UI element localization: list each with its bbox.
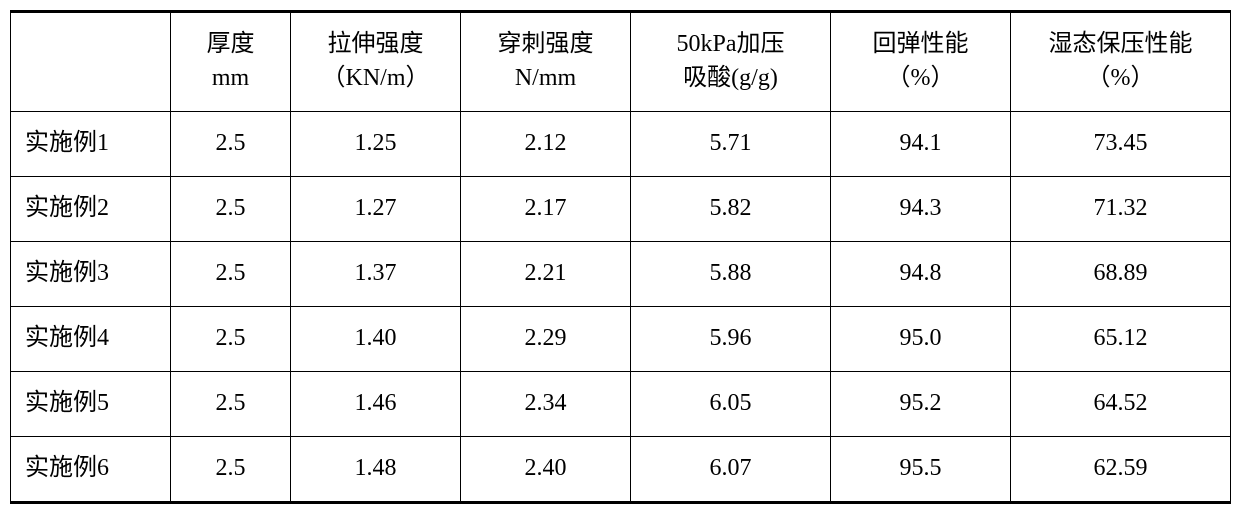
header-line1: 湿态保压性能 <box>1015 28 1226 62</box>
row-label: 实施例5 <box>11 372 171 437</box>
header-line1: 厚度 <box>175 28 286 62</box>
cell: 1.46 <box>291 372 461 437</box>
table-body: 实施例1 2.5 1.25 2.12 5.71 94.1 73.45 实施例2 … <box>11 112 1231 503</box>
cell: 2.5 <box>171 112 291 177</box>
cell: 95.5 <box>831 437 1011 503</box>
header-line1: 穿刺强度 <box>465 28 626 62</box>
header-line1: 回弹性能 <box>835 28 1006 62</box>
cell: 2.5 <box>171 177 291 242</box>
header-cell-rebound: 回弹性能 （%） <box>831 12 1011 112</box>
cell: 2.29 <box>461 307 631 372</box>
cell: 1.37 <box>291 242 461 307</box>
row-label: 实施例2 <box>11 177 171 242</box>
table-row: 实施例3 2.5 1.37 2.21 5.88 94.8 68.89 <box>11 242 1231 307</box>
cell: 1.27 <box>291 177 461 242</box>
header-cell-wet: 湿态保压性能 （%） <box>1011 12 1231 112</box>
header-line1: 50kPa加压 <box>635 28 826 62</box>
row-label: 实施例4 <box>11 307 171 372</box>
cell: 1.48 <box>291 437 461 503</box>
cell: 6.05 <box>631 372 831 437</box>
cell: 5.96 <box>631 307 831 372</box>
header-cell-puncture: 穿刺强度 N/mm <box>461 12 631 112</box>
header-line2: 吸酸(g/g) <box>635 62 826 96</box>
header-line2: （%） <box>835 62 1006 96</box>
header-line2: （KN/m） <box>295 62 456 96</box>
cell: 2.5 <box>171 437 291 503</box>
table-row: 实施例6 2.5 1.48 2.40 6.07 95.5 62.59 <box>11 437 1231 503</box>
row-label: 实施例6 <box>11 437 171 503</box>
header-line2: （%） <box>1015 62 1226 96</box>
cell: 95.2 <box>831 372 1011 437</box>
cell: 2.21 <box>461 242 631 307</box>
cell: 2.5 <box>171 307 291 372</box>
cell: 1.25 <box>291 112 461 177</box>
header-line2: mm <box>175 62 286 96</box>
header-row: 厚度 mm 拉伸强度 （KN/m） 穿刺强度 N/mm 50kPa加压 吸酸(g… <box>11 12 1231 112</box>
header-line1: 拉伸强度 <box>295 28 456 62</box>
cell: 5.88 <box>631 242 831 307</box>
header-cell-acid: 50kPa加压 吸酸(g/g) <box>631 12 831 112</box>
table-header: 厚度 mm 拉伸强度 （KN/m） 穿刺强度 N/mm 50kPa加压 吸酸(g… <box>11 12 1231 112</box>
cell: 2.17 <box>461 177 631 242</box>
header-line2: N/mm <box>465 62 626 96</box>
cell: 5.82 <box>631 177 831 242</box>
cell: 94.8 <box>831 242 1011 307</box>
cell: 2.40 <box>461 437 631 503</box>
row-label: 实施例3 <box>11 242 171 307</box>
table-row: 实施例4 2.5 1.40 2.29 5.96 95.0 65.12 <box>11 307 1231 372</box>
data-table: 厚度 mm 拉伸强度 （KN/m） 穿刺强度 N/mm 50kPa加压 吸酸(g… <box>10 10 1231 504</box>
row-label: 实施例1 <box>11 112 171 177</box>
cell: 73.45 <box>1011 112 1231 177</box>
header-cell-thickness: 厚度 mm <box>171 12 291 112</box>
cell: 62.59 <box>1011 437 1231 503</box>
table-row: 实施例2 2.5 1.27 2.17 5.82 94.3 71.32 <box>11 177 1231 242</box>
table-row: 实施例5 2.5 1.46 2.34 6.05 95.2 64.52 <box>11 372 1231 437</box>
header-cell-blank <box>11 12 171 112</box>
header-cell-tensile: 拉伸强度 （KN/m） <box>291 12 461 112</box>
cell: 6.07 <box>631 437 831 503</box>
table-row: 实施例1 2.5 1.25 2.12 5.71 94.1 73.45 <box>11 112 1231 177</box>
cell: 5.71 <box>631 112 831 177</box>
cell: 2.34 <box>461 372 631 437</box>
cell: 2.5 <box>171 372 291 437</box>
cell: 95.0 <box>831 307 1011 372</box>
cell: 64.52 <box>1011 372 1231 437</box>
cell: 1.40 <box>291 307 461 372</box>
cell: 94.3 <box>831 177 1011 242</box>
cell: 65.12 <box>1011 307 1231 372</box>
cell: 71.32 <box>1011 177 1231 242</box>
cell: 94.1 <box>831 112 1011 177</box>
cell: 68.89 <box>1011 242 1231 307</box>
cell: 2.5 <box>171 242 291 307</box>
cell: 2.12 <box>461 112 631 177</box>
